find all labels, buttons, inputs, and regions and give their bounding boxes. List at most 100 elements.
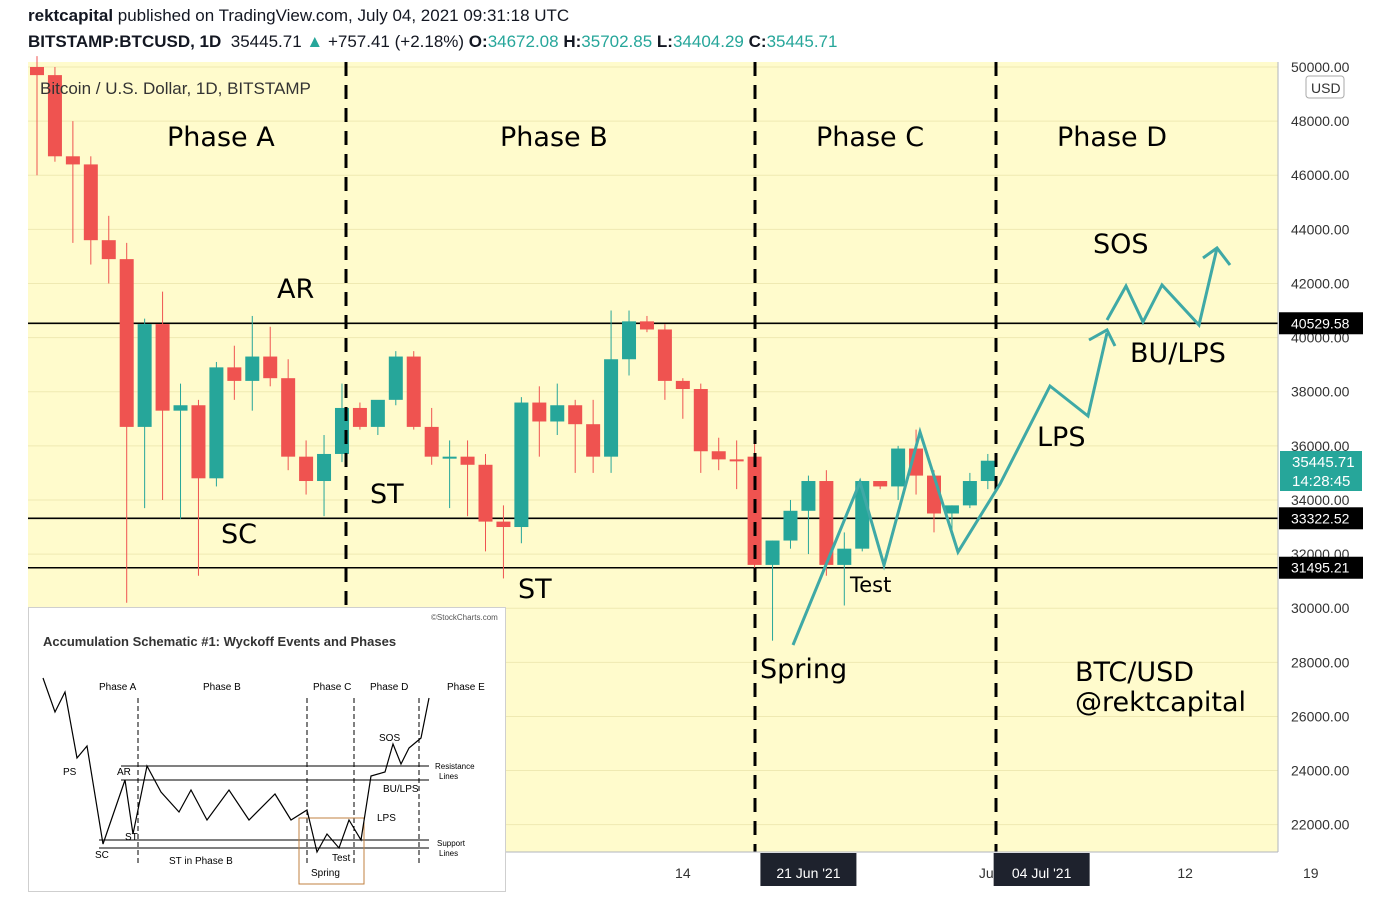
open-label: O: [468, 32, 488, 51]
candle-body [639, 321, 654, 330]
time-tick-box [993, 853, 1090, 886]
level-price-tag-label: 31495.21 [1291, 560, 1350, 576]
candle-body [837, 548, 852, 565]
candle-body [693, 389, 708, 452]
inset-sc: SC [95, 850, 109, 861]
inset-lps: LPS [377, 813, 396, 824]
author-name[interactable]: rektcapital [28, 6, 114, 25]
price-tick-label: 36000.00 [1291, 438, 1350, 454]
time-axis[interactable]: 14 21 Jun '21 Jul 04 Jul '21 12 19 [675, 853, 1319, 886]
candle-body [101, 240, 116, 260]
up-arrow-icon: ▲ [306, 32, 324, 51]
inset-sup-label-1: Support [437, 839, 466, 848]
arrow-head-sos-icon [1202, 245, 1232, 266]
inset-phase-b: Phase B [203, 682, 241, 693]
st-label-1: ST [370, 479, 404, 510]
time-tick-label: Jul [979, 865, 997, 881]
price-tick-label: 38000.00 [1291, 384, 1350, 400]
spring-label: Spring [760, 654, 847, 685]
price-tick-label: 22000.00 [1291, 817, 1350, 833]
price-change: +757.41 (+2.18%) [327, 32, 465, 51]
inset-ps: PS [63, 767, 77, 778]
test-label: Test [849, 573, 891, 597]
candle-body [532, 402, 547, 422]
price-tick-label: 48000.00 [1291, 113, 1350, 129]
inset-phase-e: Phase E [447, 682, 485, 693]
candle-body [962, 481, 977, 506]
last-price: 35445.71 [230, 32, 302, 51]
phase-dividers [344, 62, 998, 852]
candle-body [622, 321, 637, 360]
candle-body [227, 367, 242, 381]
price-tick-label: 50000.00 [1291, 59, 1350, 75]
price-tick-label: 26000.00 [1291, 708, 1350, 724]
wyckoff-schematic-inset: ©StockCharts.com Accumulation Schematic … [28, 607, 506, 892]
inset-res-label-2: Lines [439, 772, 458, 781]
candle-body [281, 378, 296, 457]
price-tick-label: 28000.00 [1291, 654, 1350, 670]
candle-body [30, 67, 44, 76]
time-tick-label: 14 [675, 865, 691, 881]
watermark-handle: @rektcapital [1075, 687, 1246, 718]
candle-body [299, 456, 314, 482]
inset-ar: AR [117, 767, 131, 778]
inset-phase-a: Phase A [99, 682, 137, 693]
price-tick-label: 24000.00 [1291, 763, 1350, 779]
time-tick-label: 21 Jun '21 [776, 865, 840, 881]
inset-sup-label-2: Lines [439, 849, 458, 858]
candle-body [944, 505, 959, 514]
phase-a-label: Phase A [167, 122, 275, 153]
candle-body [245, 356, 260, 381]
projection-path-upper [1105, 247, 1219, 329]
candle-body [819, 481, 834, 565]
candle-body [137, 324, 152, 427]
candle-body [352, 407, 367, 427]
high-label: H: [563, 32, 582, 51]
inset-price-path [42, 677, 430, 854]
candle-body [980, 460, 995, 482]
low-value: 34404.29 [672, 32, 744, 51]
candle-body [263, 356, 278, 379]
candle-body [604, 359, 619, 457]
inset-title: Accumulation Schematic #1: Wyckoff Event… [43, 634, 396, 649]
candle-body [155, 324, 170, 411]
inset-sos: SOS [379, 733, 400, 744]
candle-body [83, 164, 98, 241]
time-tick-label: 12 [1177, 865, 1193, 881]
level-price-tag-label: 40529.58 [1291, 315, 1350, 331]
candle-body [873, 481, 888, 487]
lps-label: LPS [1037, 422, 1085, 453]
candle-body [801, 481, 816, 511]
last-price-tag [1280, 451, 1362, 491]
currency-button[interactable] [1305, 75, 1345, 99]
time-tick-box [760, 853, 857, 886]
price-axis[interactable]: 22000.00 24000.00 26000.00 28000.00 30000.00… [1291, 59, 1350, 833]
candle-body [783, 510, 798, 541]
candle-body [388, 356, 403, 400]
candle-body [406, 356, 421, 427]
chart-title: Bitcoin / U.S. Dollar, 1D, BITSTAMP [40, 79, 311, 98]
price-tick-label: 30000.00 [1291, 600, 1350, 616]
candle-body [550, 405, 565, 422]
inset-res-label-1: Resistance [435, 762, 475, 771]
inset-bu-lps: BU/LPS [383, 784, 419, 795]
candle-body [586, 424, 601, 457]
currency-label[interactable]: USD [1311, 80, 1341, 96]
sc-label: SC [221, 519, 257, 550]
watermark-pair: BTC/USD [1075, 657, 1194, 688]
candle-body [765, 540, 780, 565]
candle-body [65, 156, 80, 165]
candle-body [191, 405, 206, 479]
price-tick-label: 46000.00 [1291, 167, 1350, 183]
time-tick-label: 19 [1303, 865, 1319, 881]
level-price-tag [1279, 312, 1363, 335]
candle-body [496, 521, 511, 528]
level-price-tags: 40529.58 33322.52 31495.21 [1279, 312, 1363, 579]
open-value: 34672.08 [487, 32, 559, 51]
candle-body [209, 367, 224, 479]
candle-body [729, 459, 744, 462]
candle-body [47, 75, 62, 157]
publication-line: rektcapital published on TradingView.com… [28, 6, 569, 26]
level-price-tag [1279, 556, 1363, 579]
projection-path [791, 332, 1109, 646]
